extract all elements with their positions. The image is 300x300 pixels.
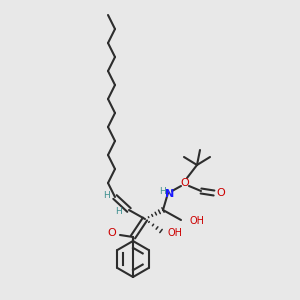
Text: H: H	[115, 206, 122, 215]
Text: O: O	[108, 228, 116, 238]
Text: H: H	[160, 187, 167, 196]
Text: O: O	[217, 188, 225, 198]
Text: N: N	[165, 189, 175, 199]
Text: H: H	[103, 191, 110, 200]
Text: O: O	[181, 178, 189, 188]
Text: OH: OH	[190, 216, 205, 226]
Text: OH: OH	[167, 228, 182, 238]
